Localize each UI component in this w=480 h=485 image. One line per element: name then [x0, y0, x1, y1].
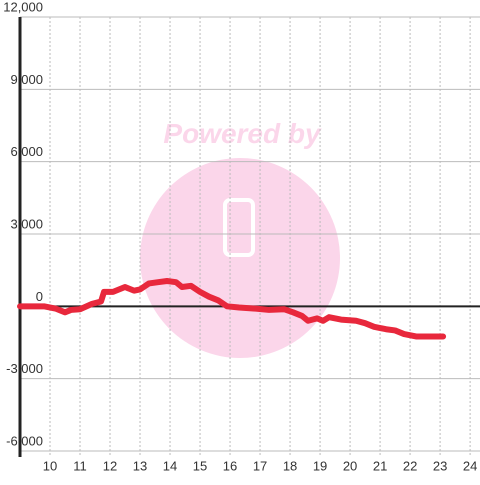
- x-tick-label: 10: [43, 458, 57, 473]
- x-tick-label: 21: [373, 458, 387, 473]
- x-tick-label: 11: [73, 458, 87, 473]
- watermark-text: Powered by: [163, 118, 322, 149]
- x-tick-label: 15: [193, 458, 207, 473]
- watermark-logo: [223, 198, 255, 257]
- x-tick-label: 17: [253, 458, 267, 473]
- x-tick-label: 13: [133, 458, 147, 473]
- y-tick-label: 0: [36, 289, 43, 304]
- x-tick-label: 20: [343, 458, 357, 473]
- y-tick-label: 6,000: [10, 144, 43, 159]
- y-tick-label: 9,000: [10, 72, 43, 87]
- y-tick-label: 12,000: [3, 0, 43, 14]
- x-tick-label: 22: [403, 458, 417, 473]
- line: [17, 278, 447, 340]
- x-tick-label: 14: [163, 458, 177, 473]
- x-tick-label: 24: [463, 458, 477, 473]
- x-tick-label: 18: [283, 458, 297, 473]
- y-tick-label: 3,000: [10, 216, 43, 231]
- x-tick-label: 23: [433, 458, 447, 473]
- x-tick-label: 16: [223, 458, 237, 473]
- watermark-circle: [140, 158, 340, 358]
- x-tick-label: 12: [103, 458, 117, 473]
- y-tick-label: -6,000: [6, 433, 43, 448]
- x-tick-label: 19: [313, 458, 327, 473]
- y-tick-label: -3,000: [6, 361, 43, 376]
